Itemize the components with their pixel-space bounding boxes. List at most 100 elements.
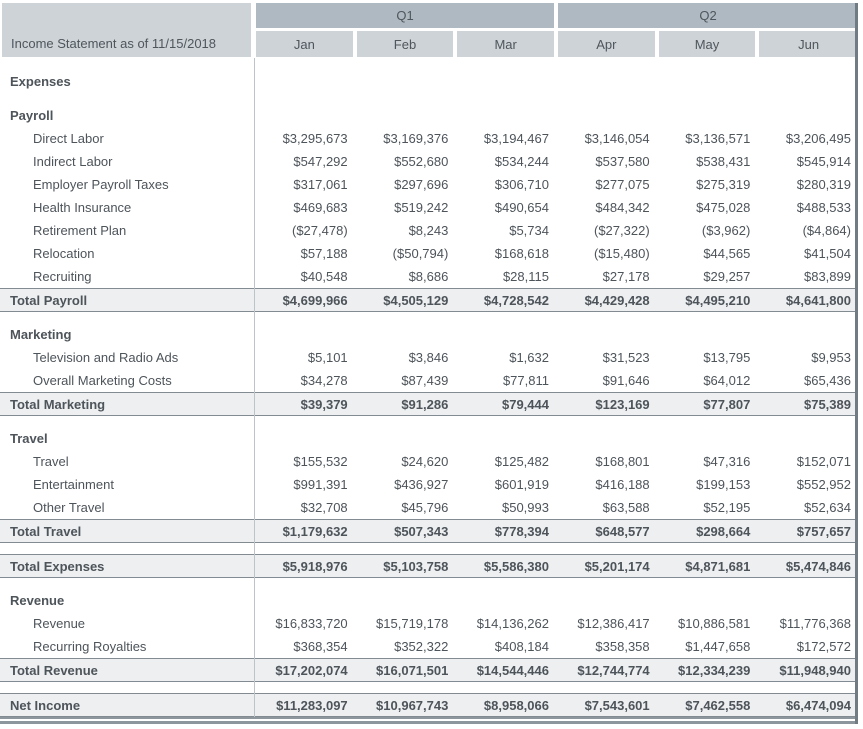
- value-cell: $5,734: [509, 223, 549, 238]
- value-cell: $44,565: [703, 246, 751, 261]
- item-row: Retirement Plan ($27,478) $8,243 $5,734 ($27…: [0, 219, 858, 242]
- value-cell: $39,379: [300, 396, 348, 412]
- value-cell: $507,343: [394, 523, 449, 539]
- row-label: Recurring Royalties: [33, 639, 147, 654]
- value-cell: $77,811: [502, 373, 549, 388]
- value-cell: $40,548: [300, 269, 348, 284]
- value-cell: ($4,864): [802, 223, 851, 238]
- row-label: Employer Payroll Taxes: [33, 177, 169, 192]
- total-row: Total Payroll $4,699,966 $4,505,129 $4,728,…: [0, 288, 858, 312]
- value-cell: $155,532: [293, 454, 348, 469]
- value-cell: $6,474,094: [785, 697, 851, 713]
- item-row: Health Insurance $469,683 $519,242 $490,654…: [0, 196, 858, 219]
- row-label: Net Income: [10, 697, 81, 713]
- value-cell: $5,101: [307, 350, 348, 365]
- row-label: Indirect Labor: [33, 154, 113, 169]
- section-row: Payroll: [0, 104, 858, 127]
- value-cell: $3,169,376: [383, 131, 449, 146]
- value-cell: $275,319: [696, 177, 751, 192]
- value-cell: $280,319: [796, 177, 851, 192]
- value-cell: $63,588: [602, 500, 650, 515]
- value-cell: $41,504: [803, 246, 851, 261]
- value-cell: $16,071,501: [376, 662, 449, 678]
- value-cell: $5,201,174: [584, 558, 650, 574]
- value-cell: $123,169: [595, 396, 650, 412]
- total-row: Total Marketing $39,379 $91,286 $79,444 $123…: [0, 392, 858, 416]
- spacer-row: [0, 93, 858, 104]
- value-cell: $32,708: [300, 500, 348, 515]
- value-cell: $416,188: [595, 477, 650, 492]
- value-cell: $28,115: [502, 269, 549, 284]
- value-cell: $12,334,239: [678, 662, 751, 678]
- item-row: Recurring Royalties $368,354 $352,322 $408,…: [0, 635, 858, 658]
- value-cell: $490,654: [494, 200, 549, 215]
- value-cell: $537,580: [595, 154, 650, 169]
- value-cell: $3,146,054: [584, 131, 650, 146]
- row-label: Total Marketing: [10, 396, 106, 412]
- value-cell: $7,543,601: [584, 697, 650, 713]
- value-cell: $8,958,066: [483, 697, 549, 713]
- label-column-divider: [254, 58, 255, 717]
- value-cell: $552,952: [796, 477, 851, 492]
- value-cell: $52,634: [803, 500, 851, 515]
- value-cell: $538,431: [696, 154, 751, 169]
- row-label: Total Payroll: [10, 292, 88, 308]
- value-cell: $4,495,210: [685, 292, 751, 308]
- value-cell: $14,136,262: [476, 616, 549, 631]
- value-cell: $65,436: [803, 373, 851, 388]
- value-cell: $4,871,681: [685, 558, 751, 574]
- value-cell: $4,641,800: [785, 292, 851, 308]
- row-label: Other Travel: [33, 500, 105, 515]
- value-cell: $3,194,467: [483, 131, 549, 146]
- quarter-header-row: Q1 Q2: [0, 3, 858, 28]
- value-cell: $277,075: [595, 177, 650, 192]
- row-label: Expenses: [10, 74, 71, 89]
- month-header-jun: Jun: [759, 31, 858, 57]
- row-label: Revenue: [10, 593, 65, 608]
- value-cell: ($15,480): [594, 246, 650, 261]
- value-cell: $488,533: [796, 200, 851, 215]
- value-cell: $16,833,720: [275, 616, 348, 631]
- value-cell: $648,577: [595, 523, 650, 539]
- value-cell: ($3,962): [701, 223, 751, 238]
- value-cell: $13,795: [703, 350, 751, 365]
- value-cell: $15,719,178: [376, 616, 449, 631]
- row-label: Retirement Plan: [33, 223, 127, 238]
- row-label: Television and Radio Ads: [33, 350, 179, 365]
- item-row: Relocation $57,188 ($50,794) $168,618 ($15,4…: [0, 242, 858, 265]
- value-cell: $5,474,846: [785, 558, 851, 574]
- value-cell: $45,796: [401, 500, 449, 515]
- item-row: Travel $155,532 $24,620 $125,482 $168,801 $47…: [0, 450, 858, 473]
- row-label: Overall Marketing Costs: [33, 373, 172, 388]
- quarter-header-q2: Q2: [558, 3, 858, 28]
- value-cell: $47,316: [703, 454, 751, 469]
- row-label: Direct Labor: [33, 131, 104, 146]
- value-cell: $306,710: [494, 177, 549, 192]
- value-cell: $7,462,558: [685, 697, 751, 713]
- value-cell: $75,389: [803, 396, 851, 412]
- value-cell: $5,918,976: [282, 558, 348, 574]
- value-cell: $24,620: [401, 454, 449, 469]
- value-cell: $50,993: [501, 500, 549, 515]
- table-rows: Expenses Payroll Direct Labor $3,295,673 $3,…: [0, 70, 858, 717]
- total-row: Total Revenue $17,202,074 $16,071,501 $14,5…: [0, 658, 858, 682]
- value-cell: $8,686: [408, 269, 449, 284]
- value-cell: $1,447,658: [685, 639, 751, 654]
- item-row: Indirect Labor $547,292 $552,680 $534,244 $5…: [0, 150, 858, 173]
- value-cell: $4,699,966: [282, 292, 348, 308]
- spacer-row: [0, 312, 858, 323]
- value-cell: $5,103,758: [383, 558, 449, 574]
- value-cell: $87,439: [401, 373, 449, 388]
- value-cell: $778,394: [494, 523, 549, 539]
- value-cell: $368,354: [293, 639, 348, 654]
- value-cell: $83,899: [803, 269, 851, 284]
- value-cell: $64,012: [703, 373, 751, 388]
- value-cell: $199,153: [696, 477, 751, 492]
- spacer-row: [0, 578, 858, 589]
- value-cell: $552,680: [394, 154, 449, 169]
- value-cell: $11,776,368: [779, 616, 851, 631]
- value-cell: $9,953: [811, 350, 851, 365]
- table-right-border: [855, 3, 858, 724]
- value-cell: $125,482: [494, 454, 549, 469]
- item-row: Employer Payroll Taxes $317,061 $297,696 $3…: [0, 173, 858, 196]
